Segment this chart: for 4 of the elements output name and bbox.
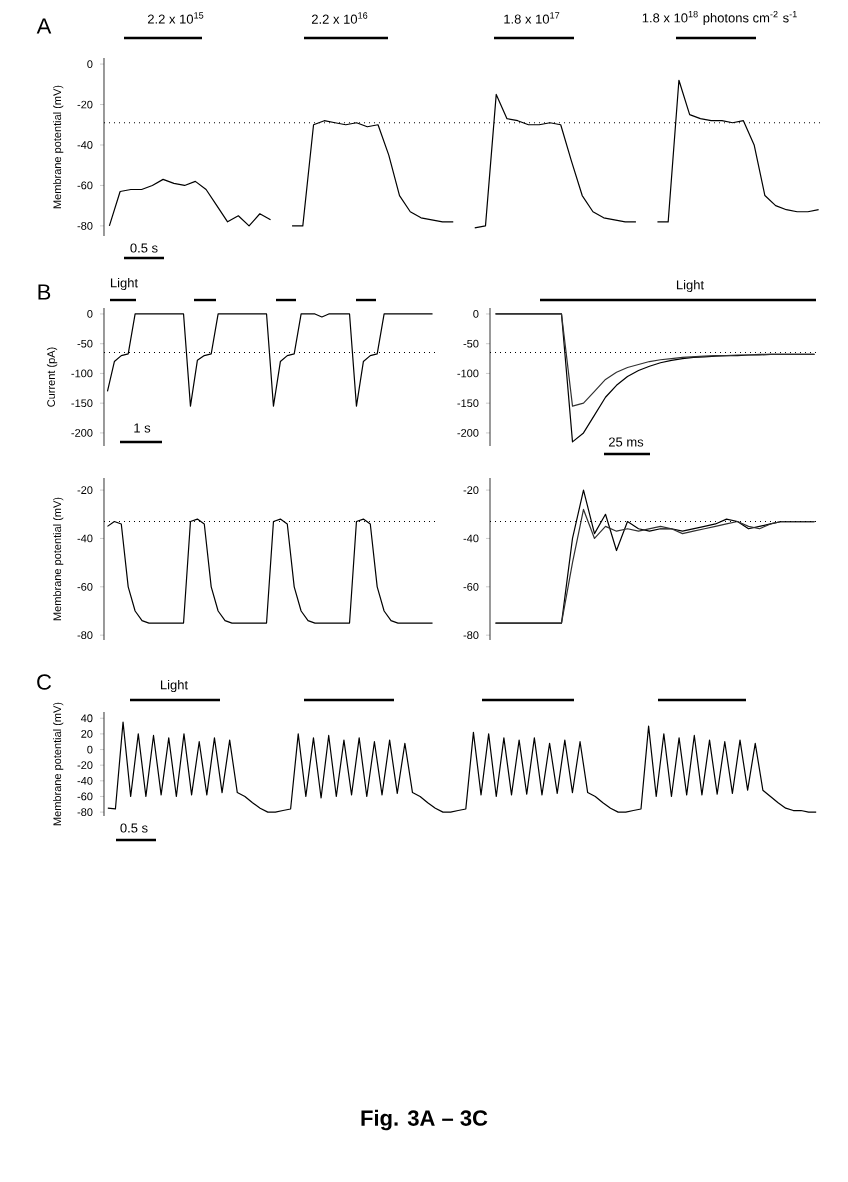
text: C bbox=[37, 674, 52, 690]
caption: Fig. 3A – 3C bbox=[361, 1109, 488, 1131]
text: B bbox=[38, 284, 51, 300]
text: A bbox=[36, 18, 52, 34]
